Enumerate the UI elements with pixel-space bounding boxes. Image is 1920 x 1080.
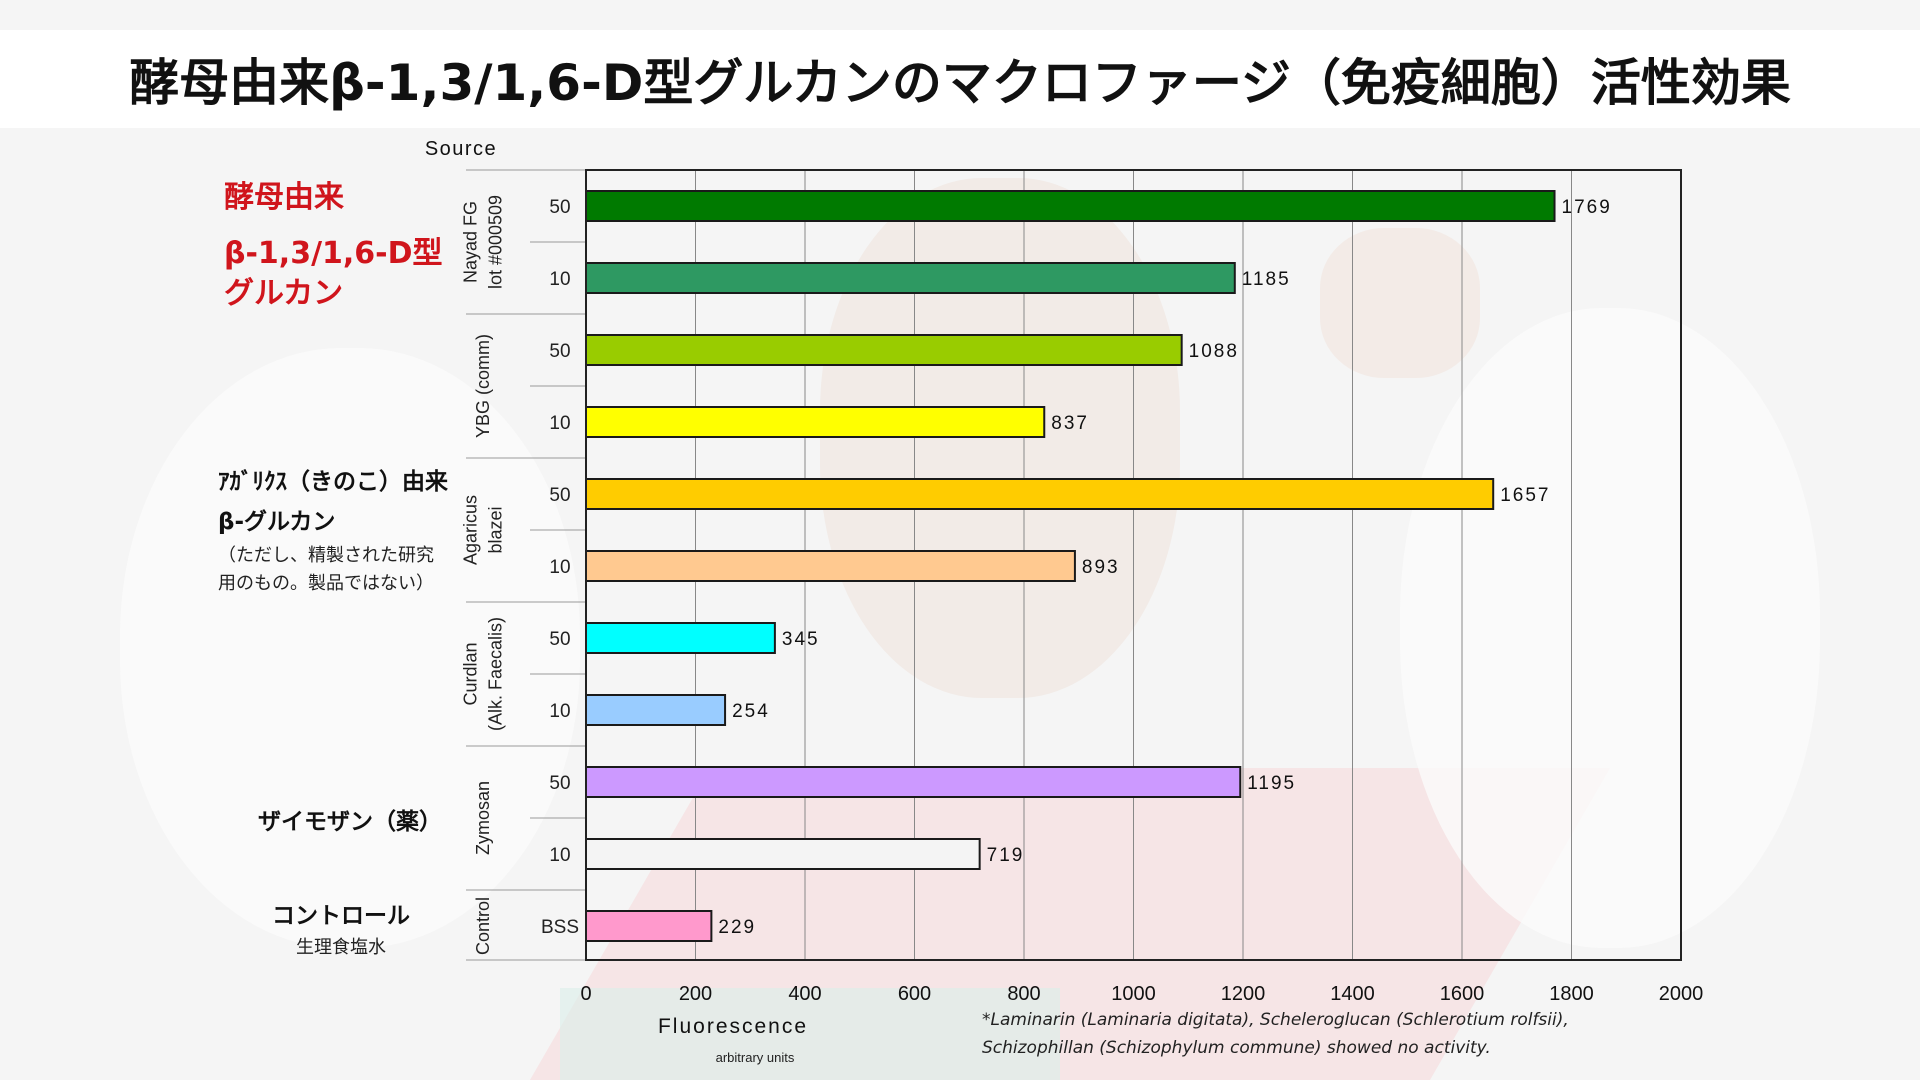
group-label: Nayad FG <box>461 201 481 283</box>
group-label: lot #000509 <box>486 195 506 289</box>
background-fist <box>1320 228 1480 378</box>
dose-label: 10 <box>549 701 570 722</box>
background-jacket-teal <box>560 988 1060 1080</box>
x-tick-label: 1000 <box>1111 983 1156 1005</box>
annotation-control-line2: 生理食塩水 <box>296 937 386 958</box>
bar-value-label: 837 <box>1051 413 1089 434</box>
annotation-agaricus: ｱｶﾞﾘｸｽ（きのこ）由来 β-グルカン （ただし、精製された研究 用のもの。製… <box>218 462 448 598</box>
annotation-zymosan: ザイモザン（薬） <box>258 809 442 835</box>
x-tick-label: 400 <box>788 983 821 1005</box>
x-tick-label: 1600 <box>1440 983 1485 1005</box>
dose-label: BSS <box>541 917 579 938</box>
footnote: *Laminarin (Laminaria digitata), Scheler… <box>982 1006 1569 1062</box>
dose-label: 10 <box>549 413 570 434</box>
x-tick-label: 600 <box>898 983 931 1005</box>
dose-label: 10 <box>549 557 570 578</box>
annotation-yeast-line2: β-1,3/1,6-D型 <box>224 236 443 271</box>
group-label: Curdlan <box>461 642 481 705</box>
bar-value-label: 893 <box>1082 557 1120 578</box>
group-label: blazei <box>486 506 506 553</box>
x-tick-label: 1800 <box>1549 983 1594 1005</box>
bar <box>585 622 776 654</box>
dose-label: 50 <box>549 629 570 650</box>
page-title: 酵母由来β-1,3/1,6-D型グルカンのマクロファージ（免疫細胞）活性効果 <box>129 54 1791 112</box>
annotation-control: コントロール 生理食塩水 <box>272 896 410 962</box>
dose-label: 10 <box>549 269 570 290</box>
dose-label: 10 <box>549 845 570 866</box>
bar-value-label: 345 <box>782 629 820 650</box>
bar-value-label: 1657 <box>1500 485 1550 506</box>
annotation-agaricus-note2: 用のもの。製品ではない） <box>218 573 434 594</box>
annotation-agaricus-line2: β-グルカン <box>218 509 336 535</box>
background-arm-left <box>120 348 580 948</box>
group-label: (Alk. Faecalis) <box>486 617 506 731</box>
group-label: YBG (comm) <box>473 334 493 438</box>
x-tick-label: 1200 <box>1221 983 1266 1005</box>
background-arm-right <box>1400 308 1820 948</box>
x-tick-label: 800 <box>1007 983 1040 1005</box>
annotation-agaricus-note1: （ただし、精製された研究 <box>218 545 434 566</box>
bar <box>585 838 981 870</box>
x-tick-label: 200 <box>679 983 712 1005</box>
group-label: Zymosan <box>473 781 493 855</box>
bar-value-label: 254 <box>732 701 770 722</box>
bar <box>585 478 1495 510</box>
bar <box>585 550 1076 582</box>
bar-value-label: 1185 <box>1242 269 1291 290</box>
bar <box>585 766 1242 798</box>
bar-value-label: 1195 <box>1247 773 1296 794</box>
bar <box>585 334 1183 366</box>
footnote-line1: *Laminarin (Laminaria digitata), Scheler… <box>982 1010 1569 1030</box>
plot-frame <box>585 169 1682 961</box>
group-label: Agaricus <box>461 495 481 565</box>
x-tick-label: 2000 <box>1659 983 1704 1005</box>
x-tick-label: 1400 <box>1330 983 1375 1005</box>
bar-value-label: 719 <box>987 845 1025 866</box>
bar <box>585 694 727 726</box>
dose-label: 50 <box>549 485 570 506</box>
dose-label: 50 <box>549 197 570 218</box>
bar <box>585 910 713 942</box>
bar-value-label: 1769 <box>1562 197 1612 218</box>
x-tick-label: 0 <box>580 983 591 1005</box>
footnote-line2: Schizophillan (Schizophylum commune) sho… <box>982 1038 1491 1058</box>
dose-label: 50 <box>549 341 570 362</box>
bar <box>585 262 1236 294</box>
bar <box>585 406 1046 438</box>
annotation-control-line1: コントロール <box>272 903 410 929</box>
bar <box>585 190 1556 222</box>
annotation-agaricus-line1: ｱｶﾞﾘｸｽ（きのこ）由来 <box>218 469 448 495</box>
group-label: Control <box>473 897 493 955</box>
bar-value-label: 229 <box>718 917 756 938</box>
title-band <box>0 30 1920 128</box>
annotation-yeast-line3: グルカン <box>224 276 344 311</box>
x-axis-label: Fluorescence <box>658 1015 808 1038</box>
bar-value-label: 1088 <box>1189 341 1239 362</box>
annotation-yeast: 酵母由来 β-1,3/1,6-D型 グルカン <box>224 178 443 314</box>
x-axis-sublabel: arbitrary units <box>716 1050 795 1065</box>
dose-label: 50 <box>549 773 570 794</box>
annotation-yeast-line1: 酵母由来 <box>224 180 344 215</box>
source-header: Source <box>425 138 497 160</box>
